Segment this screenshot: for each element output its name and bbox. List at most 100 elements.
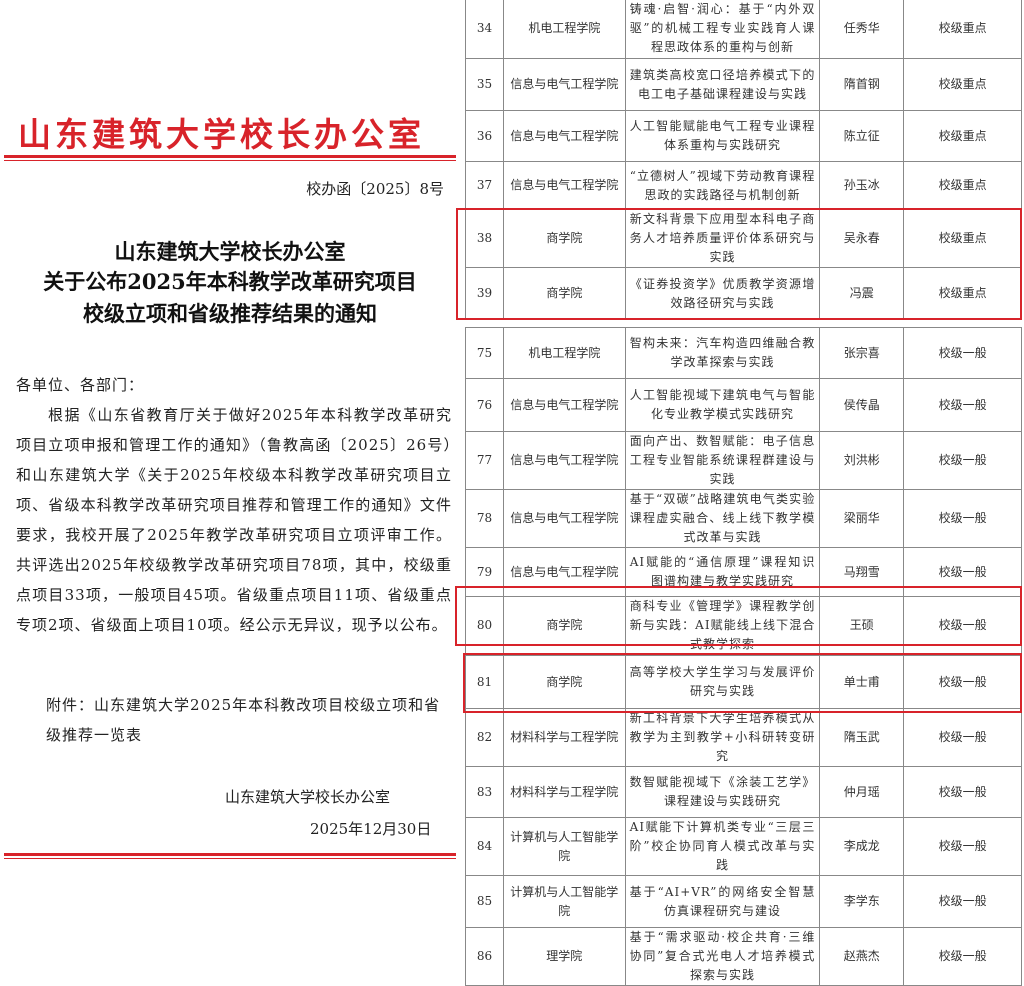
college-cell: 机电工程学院 [502, 327, 626, 379]
project-title-cell: AI赋能下计算机类专业“三层三阶”校企协同育人模式改革与实践 [624, 817, 821, 876]
project-title-cell: 人工智能视域下建筑电气与智能化专业教学模式实践研究 [624, 378, 821, 432]
level-cell: 校级重点 [903, 0, 1022, 59]
table-row: 77 信息与电气工程学院 面向产出、数智赋能：电子信息工程专业智能系统课程群建设与实… [465, 431, 1022, 490]
row-number-cell: 86 [465, 927, 504, 986]
row-number-cell: 38 [465, 209, 504, 268]
table-row: 79 信息与电气工程学院 AI赋能的“通信原理”课程知识图谱构建与教学实践研究 马翔雪… [465, 547, 1022, 597]
project-title-cell: 智构未来：汽车构造四维融合教学改革探索与实践 [624, 327, 821, 379]
project-title-cell: 基于“双碳”战略建筑电气类实验课程虚实融合、线上线下教学模式改革与实践 [624, 489, 821, 548]
leader-cell: 马翔雪 [819, 547, 905, 597]
table-row: 38 商学院 新文科背景下应用型本科电子商务人才培养质量评价体系研究与实践 吴永春 校级… [465, 209, 1022, 268]
signature: 山东建筑大学校长办公室 [225, 788, 391, 806]
highlight-box [455, 586, 1022, 646]
level-cell: 校级一般 [903, 708, 1022, 767]
highlight-box [456, 208, 1022, 320]
red-divider-bottom-thin [4, 858, 456, 859]
college-cell: 商学院 [502, 267, 626, 320]
leader-cell: 陈立征 [819, 110, 905, 162]
college-cell: 信息与电气工程学院 [502, 489, 626, 548]
leader-cell: 李成龙 [819, 817, 905, 876]
table-row: 84 计算机与人工智能学院 AI赋能下计算机类专业“三层三阶”校企协同育人模式改革与… [465, 817, 1022, 876]
row-number-cell: 83 [465, 766, 504, 818]
attachment-note: 附件：山东建筑大学2025年本科教改项目校级立项和省级推荐一览表 [46, 696, 441, 744]
college-cell: 信息与电气工程学院 [502, 58, 626, 111]
office-header: 山东建筑大学校长办公室 [18, 115, 425, 154]
college-cell: 信息与电气工程学院 [502, 547, 626, 597]
row-number-cell: 35 [465, 58, 504, 111]
college-cell: 材料科学与工程学院 [502, 766, 626, 818]
table-row: 78 信息与电气工程学院 基于“双碳”战略建筑电气类实验课程虚实融合、线上线下教学模… [465, 489, 1022, 548]
project-title-cell: 建筑类高校宽口径培养模式下的电工电子基础课程建设与实践 [624, 58, 821, 111]
project-title-cell: 数智赋能视域下《涂装工艺学》课程建设与实践研究 [624, 766, 821, 818]
project-title-cell: 基于“AI+VR”的网络安全智慧仿真课程研究与建设 [624, 875, 821, 928]
row-number-cell: 77 [465, 431, 504, 490]
college-cell: 计算机与人工智能学院 [502, 817, 626, 876]
leader-cell: 侯传晶 [819, 378, 905, 432]
level-cell: 校级重点 [903, 58, 1022, 111]
row-number-cell: 81 [465, 655, 504, 709]
level-cell: 校级一般 [903, 327, 1022, 379]
document-number: 校办函〔2025〕8号 [306, 180, 444, 198]
college-cell: 理学院 [502, 927, 626, 986]
project-title-cell: “立德树人”视域下劳动教育课程思政的实践路径与机制创新 [624, 161, 821, 210]
row-number-cell: 39 [465, 267, 504, 320]
level-cell: 校级重点 [903, 161, 1022, 210]
project-title-cell: 高等学校大学生学习与发展评价研究与实践 [624, 655, 821, 709]
notice-body: 根据《山东省教育厅关于做好2025年本科教学改革研究项目立项申报和管理工作的通知… [16, 406, 452, 634]
notice-letter: 山东建筑大学校长办公室 校办函〔2025〕8号 山东建筑大学校长办公室 关于公布… [0, 0, 460, 967]
row-number-cell: 75 [465, 327, 504, 379]
leader-cell: 赵燕杰 [819, 927, 905, 986]
table-row: 76 信息与电气工程学院 人工智能视域下建筑电气与智能化专业教学模式实践研究 侯传晶校… [465, 378, 1022, 432]
row-number-cell: 82 [465, 708, 504, 767]
project-title-cell: 面向产出、数智赋能：电子信息工程专业智能系统课程群建设与实践 [624, 431, 821, 490]
level-cell: 校级一般 [903, 766, 1022, 818]
project-title-cell: 新工科背景下大学生培养模式从教学为主到教学+小科研转变研究 [624, 708, 821, 767]
project-title-cell: AI赋能的“通信原理”课程知识图谱构建与教学实践研究 [624, 547, 821, 597]
leader-cell: 梁丽华 [819, 489, 905, 548]
row-number-cell: 84 [465, 817, 504, 876]
red-divider-bottom [4, 853, 456, 856]
table-row: 34 机电工程学院 铸魂·启智·润心：基于“内外双驱”的机械工程专业实践育人课程思政… [465, 0, 1022, 59]
red-divider [4, 155, 456, 158]
table-row: 86 理学院 基于“需求驱动·校企共育·三维协同”复合式光电人才培养模式探索与实践赵… [465, 927, 1022, 986]
leader-cell: 单士甫 [819, 655, 905, 709]
project-title-cell: 人工智能赋能电气工程专业课程体系重构与实践研究 [624, 110, 821, 162]
leader-cell: 任秀华 [819, 0, 905, 59]
level-cell: 校级一般 [903, 817, 1022, 876]
level-cell: 校级一般 [903, 547, 1022, 597]
salutation: 各单位、各部门： [16, 376, 145, 394]
date: 2025年12月30日 [310, 820, 432, 838]
project-title-cell: 铸魂·启智·润心：基于“内外双驱”的机械工程专业实践育人课程思政体系的重构与创新 [624, 0, 821, 59]
college-cell: 商学院 [502, 655, 626, 709]
college-cell: 信息与电气工程学院 [502, 110, 626, 162]
level-cell: 校级一般 [903, 875, 1022, 928]
level-cell: 校级一般 [903, 378, 1022, 432]
project-title-cell: 《证券投资学》优质教学资源增效路径研究与实践 [624, 267, 821, 320]
highlight-box [463, 653, 1022, 713]
notice-title-line-2: 关于公布2025年本科教学改革研究项目 [43, 269, 417, 294]
level-cell: 校级一般 [903, 927, 1022, 986]
table-row: 36 信息与电气工程学院 人工智能赋能电气工程专业课程体系重构与实践研究 陈立征 校级重… [465, 110, 1022, 162]
row-number-cell: 36 [465, 110, 504, 162]
college-cell: 机电工程学院 [502, 0, 626, 59]
row-number-cell: 34 [465, 0, 504, 59]
leader-cell: 刘洪彬 [819, 431, 905, 490]
table-row: 81 商学院 高等学校大学生学习与发展评价研究与实践 单士甫 校级一般 [465, 655, 1022, 709]
project-table-1: 34 机电工程学院 铸魂·启智·润心：基于“内外双驱”的机械工程专业实践育人课程思政… [465, 0, 1022, 320]
level-cell: 校级一般 [903, 431, 1022, 490]
row-number-cell: 78 [465, 489, 504, 548]
college-cell: 信息与电气工程学院 [502, 161, 626, 210]
project-title-cell: 基于“需求驱动·校企共育·三维协同”复合式光电人才培养模式探索与实践 [624, 927, 821, 986]
row-number-cell: 76 [465, 378, 504, 432]
row-number-cell: 85 [465, 875, 504, 928]
leader-cell: 李学东 [819, 875, 905, 928]
college-cell: 信息与电气工程学院 [502, 431, 626, 490]
level-cell: 校级一般 [903, 489, 1022, 548]
project-title-cell: 新文科背景下应用型本科电子商务人才培养质量评价体系研究与实践 [624, 209, 821, 268]
college-cell: 材料科学与工程学院 [502, 708, 626, 767]
table-row: 39 商学院 《证券投资学》优质教学资源增效路径研究与实践 冯震 校级重点 [465, 267, 1022, 320]
college-cell: 商学院 [502, 209, 626, 268]
row-number-cell: 37 [465, 161, 504, 210]
level-cell: 校级一般 [903, 655, 1022, 709]
project-table-3: 81 商学院 高等学校大学生学习与发展评价研究与实践 单士甫 校级一般 82 材料科学与工程… [465, 655, 1022, 986]
